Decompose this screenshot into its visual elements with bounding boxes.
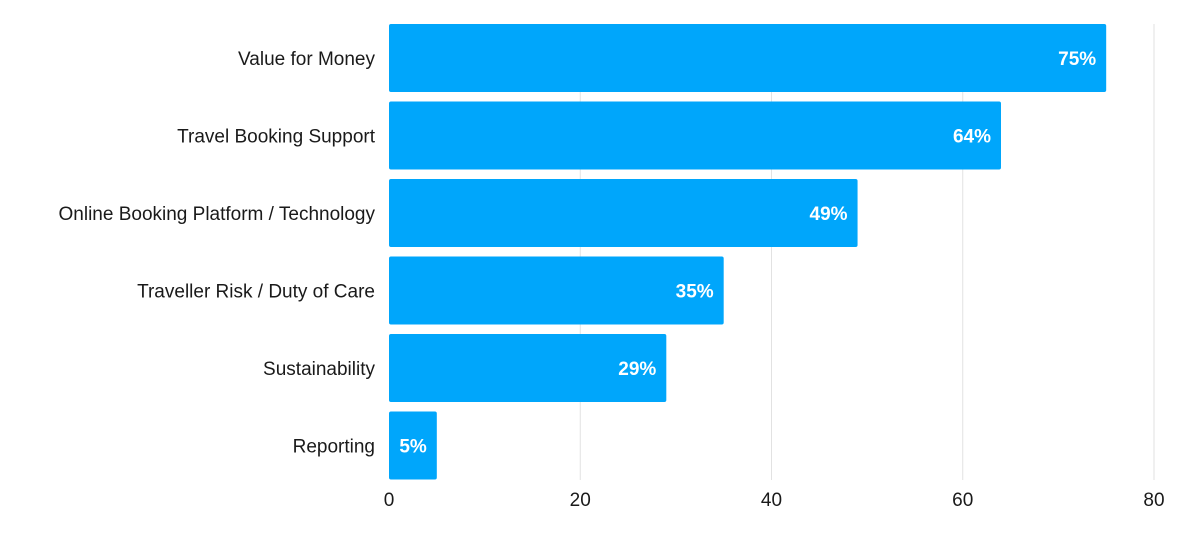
category-labels: Value for Money Travel Booking Support Onl… — [59, 49, 376, 458]
x-tick-label-60: 60 — [952, 490, 973, 511]
x-tick-label-20: 20 — [570, 490, 591, 511]
category-label-travel-booking-support: Travel Booking Support — [177, 127, 376, 148]
grid-layer — [579, 24, 1155, 480]
x-tick-label-40: 40 — [761, 490, 782, 511]
data-label-travel-booking-support: 64% — [953, 127, 991, 148]
category-label-value-for-money: Value for Money — [238, 49, 375, 70]
data-label-reporting: 5% — [399, 437, 427, 458]
category-label-traveller-risk-duty-of-care: Traveller Risk / Duty of Care — [137, 282, 375, 303]
bar-value-for-money — [389, 24, 1107, 92]
x-tick-label-80: 80 — [1143, 490, 1164, 511]
data-label-sustainability: 29% — [618, 359, 656, 380]
data-label-traveller-risk-duty-of-care: 35% — [676, 282, 714, 303]
bar-travel-booking-support — [389, 101, 1001, 170]
bar-reporting — [389, 411, 437, 480]
x-tick-label-0: 0 — [384, 490, 395, 511]
bar-traveller-risk-duty-of-care — [389, 256, 724, 325]
bar-online-booking-platform-technology — [389, 179, 858, 247]
data-label-online-booking-platform-technology: 49% — [810, 204, 848, 225]
category-label-reporting: Reporting — [293, 437, 375, 458]
category-label-sustainability: Sustainability — [263, 359, 375, 380]
category-label-online-booking-platform-technology: Online Booking Platform / Technology — [59, 204, 376, 225]
data-label-value-for-money: 75% — [1058, 49, 1096, 70]
bar-sustainability — [389, 334, 667, 402]
bar-layer: 75% 64% 49% 35% 29% 5% — [389, 24, 1107, 480]
x-axis-ticks: 0 20 40 60 80 — [384, 490, 1165, 511]
